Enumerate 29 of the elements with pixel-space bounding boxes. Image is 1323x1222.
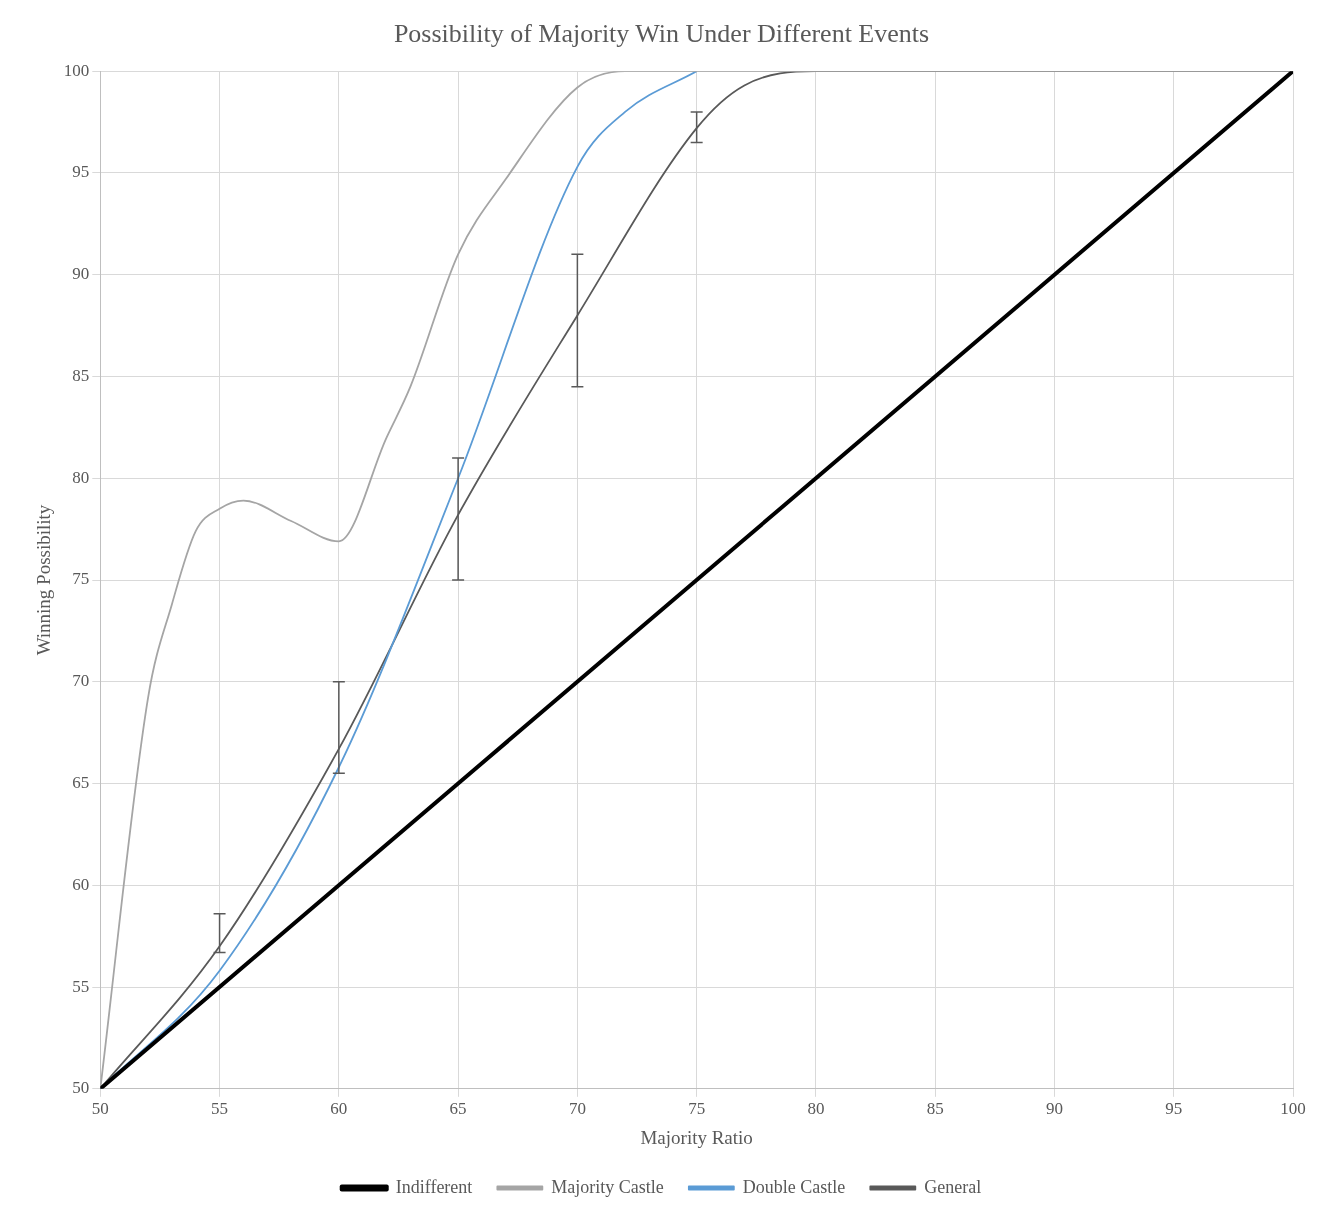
- y-tick-label: 85: [72, 365, 90, 385]
- y-tick-label: 60: [72, 874, 90, 894]
- x-axis-title: Majority Ratio: [640, 1126, 753, 1148]
- y-axis-title: Winning Possibility: [33, 504, 55, 656]
- x-tick-label: 55: [211, 1099, 229, 1119]
- x-tick-label: 60: [330, 1099, 348, 1119]
- y-tick-label: 55: [72, 976, 90, 996]
- y-tick-label: 70: [72, 671, 90, 691]
- x-tick-label: 80: [807, 1099, 825, 1119]
- x-tick-label: 100: [1280, 1099, 1306, 1119]
- x-tick-label: 95: [1165, 1099, 1183, 1119]
- y-tick-label: 75: [72, 569, 90, 589]
- legend-label: General: [924, 1176, 982, 1197]
- y-tick-label: 90: [72, 264, 90, 284]
- chart-title: Possibility of Majority Win Under Different Events: [393, 19, 930, 49]
- x-tick-label: 75: [688, 1099, 706, 1119]
- x-tick-label: 90: [1045, 1099, 1063, 1119]
- x-tick-label: 50: [91, 1099, 109, 1119]
- legend-label: Indifferent: [395, 1176, 473, 1197]
- y-tick-label: 95: [72, 162, 90, 182]
- legend-label: Majority Castle: [551, 1176, 664, 1197]
- y-tick-label: 100: [63, 60, 90, 80]
- x-tick-label: 65: [449, 1099, 467, 1119]
- x-tick-label: 70: [568, 1099, 586, 1119]
- y-tick-label: 80: [72, 467, 90, 487]
- legend-label: Double Castle: [742, 1176, 846, 1197]
- y-tick-label: 65: [72, 772, 90, 792]
- x-tick-label: 85: [926, 1099, 944, 1119]
- y-tick-label: 50: [72, 1078, 90, 1098]
